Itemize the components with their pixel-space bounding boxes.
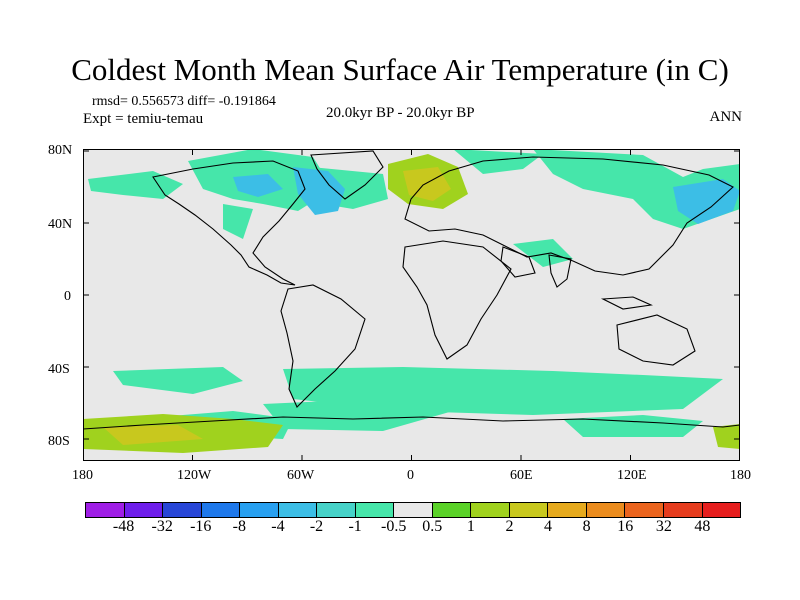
experiment-label: Expt = temiu-temau <box>83 111 204 127</box>
period-label: 20.0kyr BP - 20.0kyr BP <box>326 105 475 121</box>
colorbar-swatch <box>278 503 318 517</box>
x-tick-label: 0 <box>407 468 414 483</box>
colorbar-label: 1 <box>466 518 475 535</box>
colorbar-swatch <box>163 503 202 517</box>
y-tick-label: 0 <box>64 289 71 304</box>
colorbar-label: 8 <box>582 518 591 535</box>
y-tick-label: 80S <box>48 434 70 449</box>
y-tick-label: 80N <box>48 143 73 158</box>
x-tick-label: 180 <box>72 468 93 483</box>
colorbar-swatch <box>663 503 703 517</box>
x-tick-label: 120W <box>177 468 212 483</box>
colorbar-swatch <box>702 503 741 517</box>
colorbar-swatch <box>586 503 626 517</box>
colorbar-label: -8 <box>232 518 247 535</box>
colorbar-swatch <box>509 503 549 517</box>
x-tick-label: 60E <box>510 468 533 483</box>
colorbar-swatch <box>86 503 125 517</box>
colorbar-swatch <box>355 503 395 517</box>
colorbar-label: 2 <box>505 518 514 535</box>
colorbar-swatch <box>317 503 356 517</box>
colorbar-label: -0.5 <box>381 518 407 535</box>
colorbar-swatch <box>432 503 472 517</box>
colorbar-swatch <box>625 503 664 517</box>
colorbar-swatch <box>124 503 164 517</box>
colorbar-label: -32 <box>151 518 173 535</box>
colorbar <box>85 502 741 518</box>
x-tick-label: 180 <box>730 468 751 483</box>
colorbar-label: 4 <box>544 518 553 535</box>
map-ticks <box>83 149 740 461</box>
colorbar-swatch <box>548 503 587 517</box>
y-tick-label: 40N <box>48 217 73 232</box>
coastlines <box>83 150 740 430</box>
colorbar-swatch <box>394 503 433 517</box>
colorbar-label: -4 <box>271 518 285 535</box>
anomaly-minus-one-regions <box>233 167 740 224</box>
colorbar-label: 16 <box>617 518 634 535</box>
colorbar-swatch <box>471 503 510 517</box>
anomaly-plus-two-regions <box>103 167 451 445</box>
colorbar-swatch <box>201 503 241 517</box>
colorbar-label: -2 <box>309 518 324 535</box>
season-label: ANN <box>709 109 743 125</box>
colorbar-label: 32 <box>655 518 672 535</box>
plot-title: Coldest Month Mean Surface Air Temperatu… <box>71 52 729 87</box>
x-tick-label: 60W <box>287 468 315 483</box>
colorbar-swatch <box>240 503 279 517</box>
colorbar-label: -16 <box>190 518 212 535</box>
colorbar-label: -48 <box>112 518 135 535</box>
y-tick-label: 40S <box>48 362 70 377</box>
x-tick-label: 120E <box>617 468 647 483</box>
temperature-difference-map <box>83 149 740 461</box>
colorbar-label: 0.5 <box>422 518 443 535</box>
colorbar-label: -1 <box>348 518 362 535</box>
colorbar-label: 48 <box>694 518 711 535</box>
stats-line: rmsd= 0.556573 diff= -0.191864 <box>92 94 276 109</box>
